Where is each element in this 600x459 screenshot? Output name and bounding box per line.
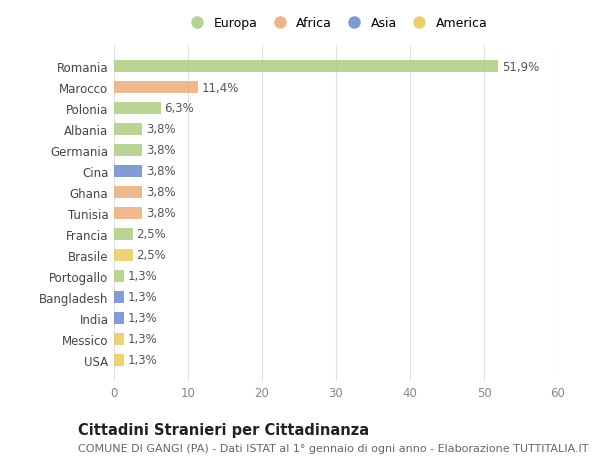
- Text: 6,3%: 6,3%: [164, 102, 194, 115]
- Bar: [114, 145, 142, 157]
- Bar: [114, 313, 124, 324]
- Bar: [114, 103, 161, 114]
- Text: 51,9%: 51,9%: [502, 61, 539, 73]
- Bar: [114, 354, 124, 366]
- Bar: [114, 270, 124, 282]
- Bar: [114, 250, 133, 261]
- Text: 1,3%: 1,3%: [127, 333, 157, 346]
- Bar: [114, 61, 498, 73]
- Text: 1,3%: 1,3%: [127, 312, 157, 325]
- Text: 2,5%: 2,5%: [136, 249, 166, 262]
- Bar: [114, 291, 124, 303]
- Text: 3,8%: 3,8%: [146, 144, 175, 157]
- Bar: [114, 82, 199, 94]
- Text: 1,3%: 1,3%: [127, 291, 157, 304]
- Bar: [114, 229, 133, 240]
- Text: 3,8%: 3,8%: [146, 207, 175, 220]
- Bar: [114, 207, 142, 219]
- Text: COMUNE DI GANGI (PA) - Dati ISTAT al 1° gennaio di ogni anno - Elaborazione TUTT: COMUNE DI GANGI (PA) - Dati ISTAT al 1° …: [78, 443, 589, 453]
- Legend: Europa, Africa, Asia, America: Europa, Africa, Asia, America: [179, 12, 493, 35]
- Bar: [114, 124, 142, 135]
- Bar: [114, 166, 142, 177]
- Text: 3,8%: 3,8%: [146, 123, 175, 136]
- Text: 1,3%: 1,3%: [127, 353, 157, 366]
- Text: 3,8%: 3,8%: [146, 186, 175, 199]
- Text: Cittadini Stranieri per Cittadinanza: Cittadini Stranieri per Cittadinanza: [78, 422, 369, 437]
- Text: 11,4%: 11,4%: [202, 81, 239, 94]
- Bar: [114, 333, 124, 345]
- Text: 2,5%: 2,5%: [136, 228, 166, 241]
- Text: 1,3%: 1,3%: [127, 270, 157, 283]
- Text: 3,8%: 3,8%: [146, 165, 175, 178]
- Bar: [114, 187, 142, 198]
